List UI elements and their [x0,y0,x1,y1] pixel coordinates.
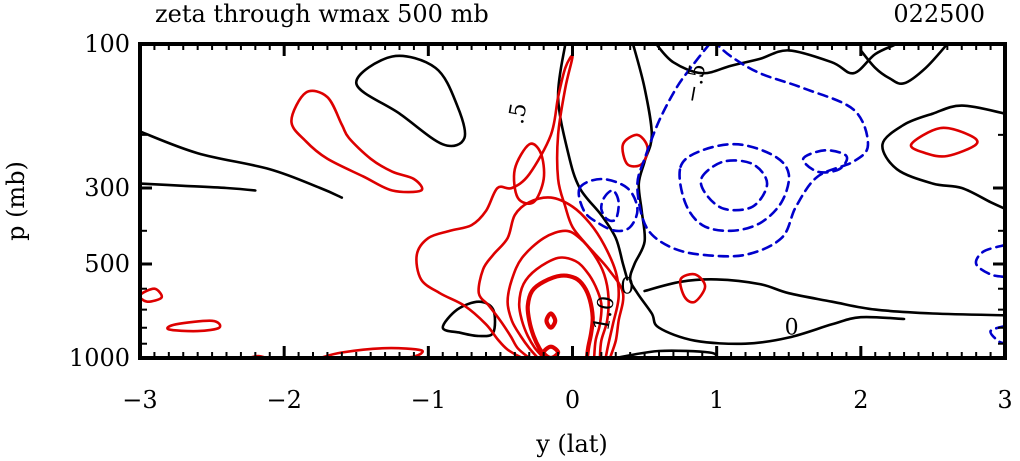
contour-line-13 [166,319,222,333]
contour-line-9 [441,300,497,338]
contour-line-12 [140,287,164,304]
x-tick-label-2: −1 [411,386,446,414]
contour-label-4: 1.0 [589,294,620,333]
contour-line-17 [909,126,979,158]
contour-line-21 [477,196,621,358]
x-axis-label: y (lat) [535,430,608,458]
contour-line-11 [290,89,424,194]
y-tick-label-0: 100 [84,30,130,58]
contour-line-24 [525,273,595,358]
contour-line-14 [512,142,546,205]
contour-lines [140,44,1005,358]
x-tick-label-5: 2 [853,386,868,414]
contour-line-5 [643,278,1005,317]
x-tick-label-3: 0 [565,386,580,414]
contour-line-33 [974,243,1005,279]
contour-label-0: .5 [504,101,532,126]
x-tick-labels: −3 −2 −1 0 1 2 3 [122,386,1012,414]
chart-title: zeta through wmax 500 mb [155,0,489,28]
y-axis-label: p (mb) [2,161,30,241]
x-tick-label-0: −3 [122,386,157,414]
contour-line-27 [636,44,870,258]
plot-frame [138,42,1007,360]
contour-line-22 [506,229,610,358]
contour-line-8 [859,44,949,86]
contour-line-16 [678,272,707,304]
contour-line-0 [140,130,344,199]
x-tick-label-1: −2 [266,386,301,414]
contour-line-32 [801,148,849,174]
contour-line-1 [140,182,257,192]
x-tick-label-4: 1 [709,386,724,414]
contour-line-25 [544,311,558,330]
contour-label-2: 0 [620,274,634,299]
y-tick-label-2: 500 [84,250,130,278]
contour-line-7 [881,104,1005,211]
contour-line-2 [355,54,467,148]
time-stamp: 022500 [893,0,985,28]
contour-line-28 [577,177,639,233]
x-tick-label-6: 3 [997,386,1012,414]
contour-line-4 [628,44,906,346]
y-tick-label-3: 1000 [69,344,130,372]
y-tick-labels: 100 300 500 1000 [69,30,130,372]
contour-label-3: 0 [785,316,799,341]
contour-line-31 [699,159,769,212]
contour-line-30 [678,142,791,233]
contour-label-1: −.5 [680,62,711,105]
contour-line-23 [517,256,603,358]
contour-line-6 [654,44,899,75]
y-tick-label-1: 300 [84,174,130,202]
contour-line-29 [599,189,621,223]
